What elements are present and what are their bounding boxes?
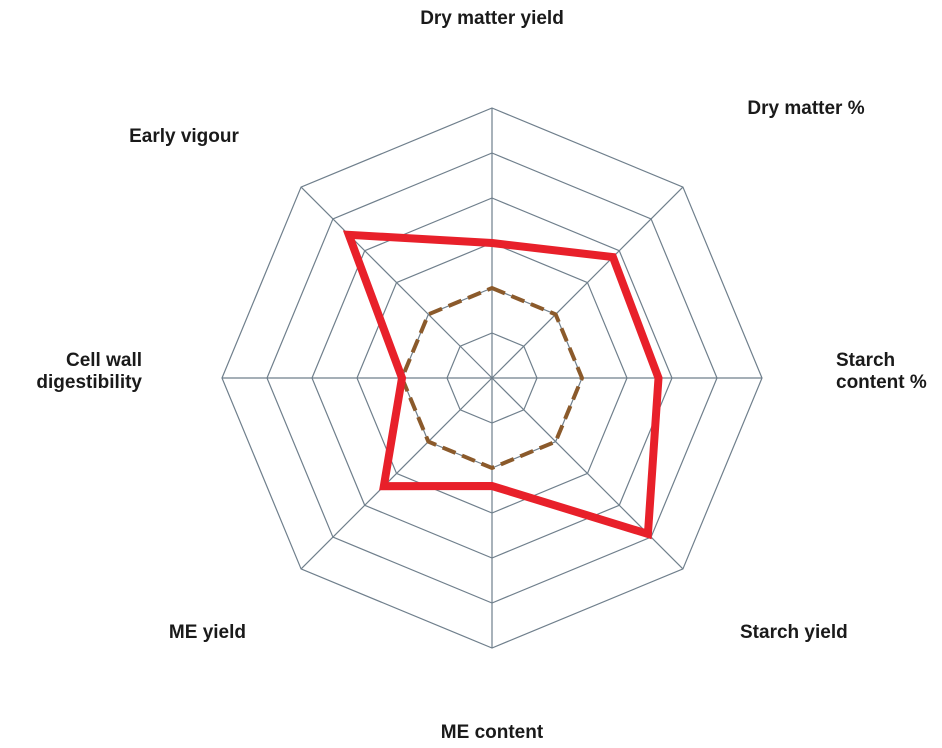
axis-label-2-line-1: Dry matter % <box>747 98 864 119</box>
radar-grid <box>221 107 763 649</box>
axis-label-7: Cell wall digestibility <box>36 350 142 393</box>
radar-series <box>342 230 663 540</box>
axis-label-7-line-1: Cell wall <box>66 350 142 371</box>
axis-label-6-line-1: ME yield <box>169 622 246 643</box>
axis-labels: Dry matter yield Dry matter % Starch conten… <box>36 8 926 743</box>
axis-label-4: Starch yield <box>740 622 848 643</box>
axis-label-5-line-1: ME content <box>441 722 544 743</box>
axis-label-5: ME content <box>441 722 544 743</box>
axis-label-7-line-2: digestibility <box>36 372 142 393</box>
axis-spoke-8 <box>300 186 493 379</box>
series-1-polygon <box>342 230 663 540</box>
axis-label-6: ME yield <box>169 622 246 643</box>
axis-label-3: Starch content % <box>836 350 927 393</box>
axis-spoke-6 <box>300 377 493 570</box>
axis-label-8: Early vigour <box>129 126 239 147</box>
axis-label-3-line-2: content % <box>836 372 927 393</box>
axis-label-1: Dry matter yield <box>420 8 564 29</box>
series-2-polygon <box>399 285 585 471</box>
axis-label-1-line-1: Dry matter yield <box>420 8 564 29</box>
axis-label-4-line-1: Starch yield <box>740 622 848 643</box>
axis-spoke-2 <box>491 186 684 379</box>
axis-label-2: Dry matter % <box>747 98 864 119</box>
axis-label-8-line-1: Early vigour <box>129 126 239 147</box>
axis-label-3-line-1: Starch <box>836 350 895 371</box>
